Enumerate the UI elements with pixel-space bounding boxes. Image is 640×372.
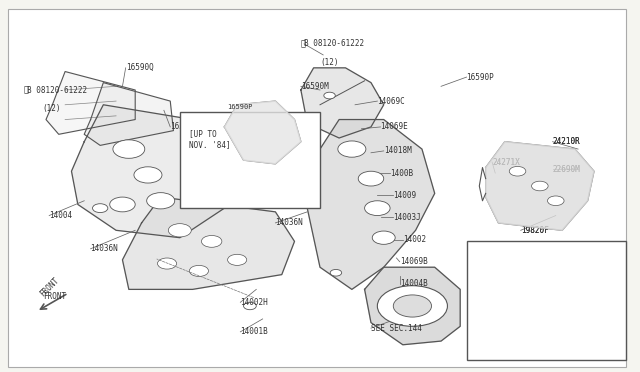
Text: 14004B: 14004B (399, 279, 428, 288)
Circle shape (189, 265, 209, 276)
Text: A-10103-0: A-10103-0 (575, 353, 613, 359)
Circle shape (378, 286, 447, 326)
Polygon shape (486, 142, 594, 230)
Text: [UP TO
NOV. '84]: [UP TO NOV. '84] (189, 129, 231, 149)
Polygon shape (307, 119, 435, 289)
Circle shape (532, 181, 548, 191)
Circle shape (547, 196, 564, 206)
Text: 24210R: 24210R (552, 137, 580, 146)
Text: 14002H: 14002H (241, 298, 268, 307)
Text: 14009: 14009 (394, 191, 417, 200)
Text: 24271X: 24271X (492, 157, 520, 167)
Text: 14002D: 14002D (278, 174, 307, 183)
Circle shape (109, 197, 135, 212)
Circle shape (330, 269, 342, 276)
Text: 1400B: 1400B (390, 169, 413, 177)
Text: 16590P: 16590P (228, 104, 253, 110)
Text: 14069C: 14069C (378, 97, 405, 106)
Text: 14069E: 14069E (381, 122, 408, 131)
Circle shape (372, 231, 395, 244)
Text: 19820F: 19820F (521, 226, 548, 235)
Circle shape (113, 140, 145, 158)
Polygon shape (72, 105, 244, 238)
Circle shape (365, 201, 390, 215)
Text: Ⓑ: Ⓑ (300, 39, 305, 48)
Circle shape (134, 167, 162, 183)
Circle shape (202, 235, 222, 247)
Bar (467, 241, 626, 359)
Text: 14018M: 14018M (384, 147, 412, 155)
Circle shape (338, 141, 366, 157)
Circle shape (93, 204, 108, 212)
Text: 16590P: 16590P (467, 73, 494, 81)
Text: 14004: 14004 (49, 211, 72, 220)
Polygon shape (225, 101, 301, 164)
Text: 19820F: 19820F (521, 226, 548, 235)
Text: B 08120-61222: B 08120-61222 (27, 86, 87, 94)
Text: 14036N: 14036N (275, 218, 303, 227)
Bar (180, 112, 320, 208)
Text: 24271X: 24271X (492, 157, 520, 167)
Text: 14002: 14002 (403, 235, 426, 244)
Text: 14036N: 14036N (91, 244, 118, 253)
Polygon shape (301, 68, 384, 138)
Text: 16590M: 16590M (301, 82, 328, 91)
Text: 22690M: 22690M (552, 165, 580, 174)
Circle shape (157, 258, 177, 269)
Text: FRONT: FRONT (38, 276, 61, 299)
Text: SEE SEC.144: SEE SEC.144 (371, 324, 422, 333)
Polygon shape (122, 197, 294, 289)
Circle shape (324, 92, 335, 99)
Text: 16590Q: 16590Q (125, 63, 154, 72)
Polygon shape (84, 83, 173, 145)
Text: 22690M: 22690M (552, 165, 580, 174)
Polygon shape (46, 71, 135, 134)
Circle shape (228, 254, 246, 265)
Polygon shape (365, 267, 460, 345)
Circle shape (509, 166, 526, 176)
Text: 16590R: 16590R (170, 122, 198, 131)
Text: 24210R: 24210R (552, 137, 580, 146)
Text: FRONT: FRONT (43, 292, 66, 301)
Circle shape (147, 193, 175, 209)
Text: (12): (12) (320, 58, 339, 67)
Circle shape (168, 224, 191, 237)
Circle shape (244, 302, 256, 310)
Circle shape (358, 171, 384, 186)
Circle shape (394, 295, 431, 317)
Text: B 08120-61222: B 08120-61222 (304, 39, 364, 48)
Text: (12): (12) (43, 104, 61, 113)
Text: 14069B: 14069B (399, 257, 428, 266)
Text: 14001B: 14001B (241, 327, 268, 336)
Text: 14003J: 14003J (394, 213, 421, 222)
Text: Ⓑ: Ⓑ (23, 86, 28, 94)
